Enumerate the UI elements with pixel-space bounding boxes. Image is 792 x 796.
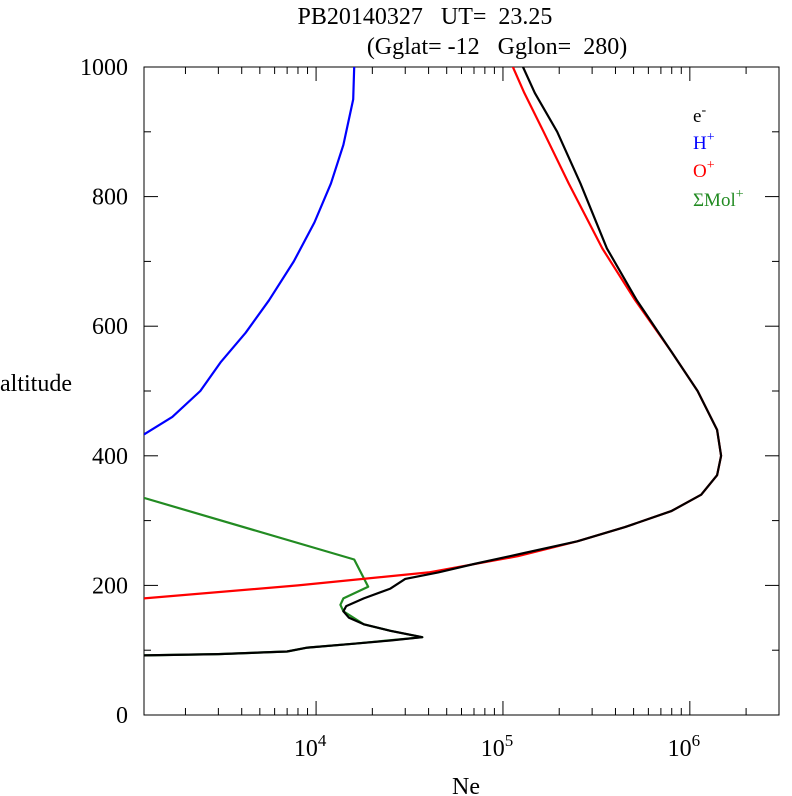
legend: e- H+ O+ ΣMol+ [693, 103, 744, 211]
y-axis-label: altitude [0, 371, 72, 397]
legend-entry: O+ [693, 158, 715, 182]
y-tick-labels: 0 200 400 600 800 1000 [80, 55, 128, 729]
x-tick-label: 105 [481, 731, 513, 762]
plot-frame [143, 66, 780, 716]
y-tick-label: 400 [92, 444, 128, 470]
legend-entry: H+ [693, 130, 715, 154]
y-tick-label: 200 [92, 573, 128, 599]
y-tick-label: 600 [92, 314, 128, 340]
x-axis-label: Ne [452, 774, 480, 796]
legend-entry: e- [693, 103, 706, 127]
series-lines [144, 67, 723, 657]
x-tick-labels: 104 105 106 [294, 731, 700, 762]
chart-title-line2: (Gglat= -12 Gglon= 280) [367, 34, 627, 60]
series-line-electron [144, 67, 723, 657]
y-tick-label: 0 [116, 703, 128, 729]
legend-entry: ΣMol+ [693, 187, 744, 211]
series-line-hydrogen [144, 67, 356, 436]
y-tick-label: 1000 [80, 55, 128, 81]
axis-ticks [144, 66, 780, 716]
chart-title-line1: PB20140327 UT= 23.25 [298, 4, 553, 30]
series-line-oxygen [144, 67, 723, 600]
y-tick-label: 800 [92, 185, 128, 211]
x-tick-label: 106 [668, 731, 701, 762]
x-tick-label: 104 [294, 731, 327, 762]
chart-title: PB20140327 UT= 23.25 (Gglat= -12 Gglon= … [298, 4, 628, 60]
